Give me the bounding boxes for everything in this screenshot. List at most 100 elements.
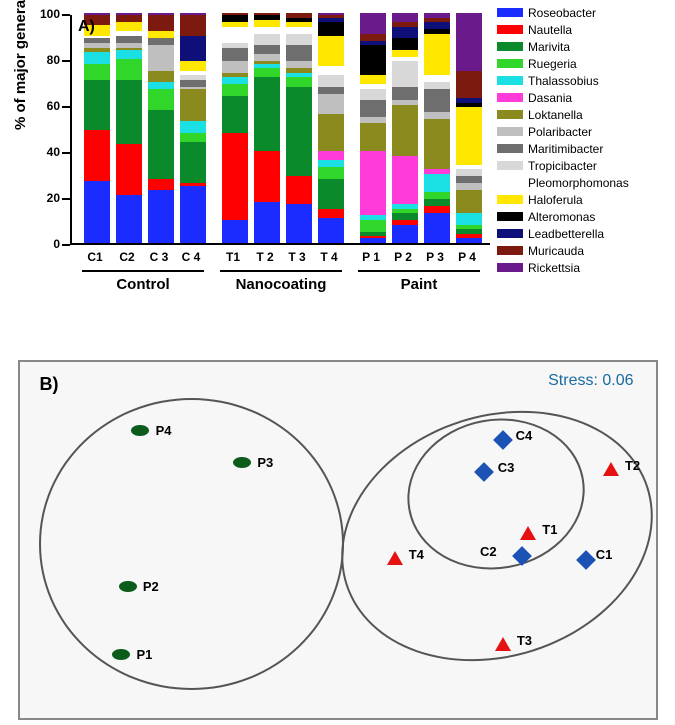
seg-Leadbetterella xyxy=(424,22,450,29)
seg-Loktanella xyxy=(360,123,386,151)
ordination-point-label: C1 xyxy=(596,547,613,562)
seg-Rickettsia xyxy=(116,13,142,15)
seg-Marivita xyxy=(84,80,110,131)
seg-Tropicibacter xyxy=(286,34,312,46)
seg-Thalassobius xyxy=(254,64,280,69)
seg-Muricauda xyxy=(180,15,206,36)
seg-Alteromonas xyxy=(456,103,482,108)
legend-text: Nautella xyxy=(528,23,572,37)
seg-Nautella xyxy=(180,183,206,185)
seg-Nautella xyxy=(424,206,450,213)
seg-Ruegeria xyxy=(286,77,312,86)
seg-Pleomorphomonas xyxy=(116,31,142,36)
legend-item-loktanella: Loktanella xyxy=(497,106,667,123)
seg-Tropicibacter xyxy=(424,82,450,89)
seg-Tropicibacter xyxy=(318,75,344,87)
y-tick-label: 100 xyxy=(0,7,60,21)
seg-Maritimibacter xyxy=(286,45,312,61)
legend-text: Haloferula xyxy=(528,193,583,207)
seg-Loktanella xyxy=(392,105,418,156)
panel-b-label: B) xyxy=(40,374,59,395)
seg-Marivita xyxy=(180,142,206,183)
ordination-point-label: C3 xyxy=(498,460,515,475)
seg-Loktanella xyxy=(456,190,482,213)
seg-Ruegeria xyxy=(360,220,386,232)
seg-Ruegeria xyxy=(318,167,344,179)
seg-Rickettsia xyxy=(392,13,418,22)
seg-Muricauda xyxy=(318,15,344,17)
seg-Tropicibacter xyxy=(392,61,418,86)
legend-swatch xyxy=(497,263,523,272)
seg-Polaribacter xyxy=(392,100,418,105)
ordination-point-P2 xyxy=(119,581,137,592)
seg-Polaribacter xyxy=(84,43,110,48)
seg-Maritimibacter xyxy=(360,100,386,116)
seg-Polaribacter xyxy=(360,117,386,124)
seg-Haloferula xyxy=(456,107,482,165)
seg-Marivita xyxy=(222,96,248,133)
seg-Maritimibacter xyxy=(392,87,418,101)
seg-Pleomorphomonas xyxy=(456,165,482,170)
legend-swatch xyxy=(497,59,523,68)
seg-Roseobacter xyxy=(318,218,344,243)
seg-Nautella xyxy=(116,144,142,195)
legend-text: Ruegeria xyxy=(528,57,577,71)
x-tick-label: C2 xyxy=(114,250,140,264)
seg-Marivita xyxy=(360,232,386,237)
seg-Thalassobius xyxy=(222,77,248,84)
x-tick-label: C 3 xyxy=(146,250,172,264)
legend-item-haloferula: Haloferula xyxy=(497,191,667,208)
ordination-point-label: T1 xyxy=(542,522,557,537)
ordination-point-label: T4 xyxy=(409,547,424,562)
seg-Loktanella xyxy=(148,71,174,83)
seg-Haloferula xyxy=(222,22,248,27)
seg-Ruegeria xyxy=(254,68,280,77)
seg-Tropicibacter xyxy=(456,169,482,176)
seg-Maritimibacter xyxy=(456,176,482,183)
seg-Haloferula xyxy=(392,50,418,57)
seg-Alteromonas xyxy=(254,15,280,20)
legend-swatch xyxy=(497,229,523,238)
seg-Muricauda xyxy=(222,13,248,15)
seg-Rickettsia xyxy=(148,13,174,15)
seg-Nautella xyxy=(222,133,248,220)
seg-Leadbetterella xyxy=(180,36,206,61)
ordination-point-label: P2 xyxy=(143,579,159,594)
seg-Haloferula xyxy=(360,75,386,84)
x-tick-label: T 4 xyxy=(316,250,342,264)
seg-Rickettsia xyxy=(360,13,386,34)
seg-Muricauda xyxy=(360,34,386,41)
seg-Polaribacter xyxy=(318,94,344,115)
seg-Pleomorphomonas xyxy=(392,57,418,62)
seg-Tropicibacter xyxy=(360,89,386,101)
seg-Marivita xyxy=(424,199,450,206)
legend-item-dasania: Dasania xyxy=(497,89,667,106)
seg-Rickettsia xyxy=(456,13,482,71)
x-tick-label: P 3 xyxy=(422,250,448,264)
legend-swatch xyxy=(497,127,523,136)
seg-Thalassobius xyxy=(116,50,142,59)
legend-text: Dasania xyxy=(528,91,572,105)
seg-Muricauda xyxy=(286,13,312,18)
x-tick-label: T1 xyxy=(220,250,246,264)
seg-Haloferula xyxy=(254,20,280,27)
seg-Muricauda xyxy=(456,71,482,99)
seg-Leadbetterella xyxy=(456,98,482,103)
legend-text: Muricauda xyxy=(528,244,584,258)
seg-Nautella xyxy=(286,176,312,204)
seg-Haloferula xyxy=(116,22,142,31)
seg-Thalassobius xyxy=(318,160,344,167)
seg-Ruegeria xyxy=(222,84,248,96)
legend-swatch xyxy=(497,144,523,153)
seg-Leadbetterella xyxy=(318,18,344,23)
seg-Rickettsia xyxy=(424,13,450,18)
seg-Alteromonas xyxy=(360,45,386,75)
seg-Loktanella xyxy=(180,89,206,121)
ordination-point-P4 xyxy=(131,425,149,436)
seg-Nautella xyxy=(84,130,110,181)
seg-Maritimibacter xyxy=(222,48,248,62)
seg-Pleomorphomonas xyxy=(424,75,450,82)
seg-Marivita xyxy=(148,110,174,179)
seg-Polaribacter xyxy=(222,61,248,73)
legend: RoseobacterNautellaMarivitaRuegeriaThala… xyxy=(497,4,667,276)
